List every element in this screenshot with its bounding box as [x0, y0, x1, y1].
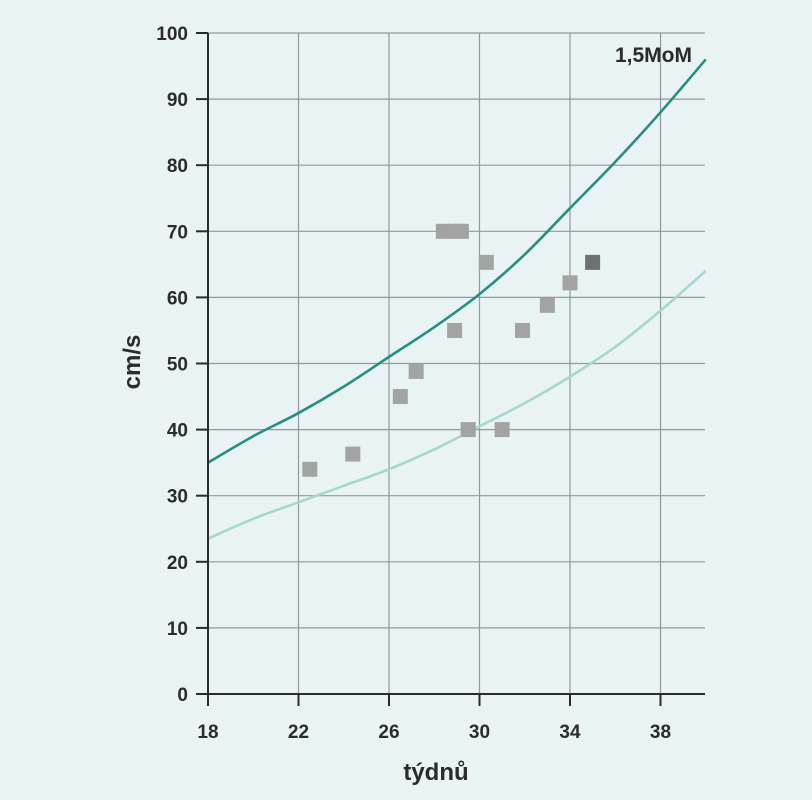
data-point [585, 254, 601, 270]
x-axis-title: týdnů [403, 759, 468, 786]
data-point [453, 223, 469, 239]
y-tick-label: 80 [167, 156, 188, 177]
x-tick-label: 30 [469, 722, 490, 743]
y-tick-label: 40 [167, 421, 188, 442]
x-tick-label: 38 [650, 722, 671, 743]
data-point [345, 446, 361, 462]
data-point [478, 254, 494, 270]
y-tick-label: 100 [156, 24, 188, 45]
y-tick-label: 20 [167, 553, 188, 574]
y-tick-labels: 0 10 20 30 40 50 60 70 80 90 100 [156, 24, 188, 706]
x-tick-label: 26 [378, 722, 399, 743]
data-point [435, 223, 451, 239]
data-point [447, 322, 463, 338]
data-point [494, 422, 510, 438]
data-point [408, 363, 424, 379]
data-point [562, 275, 578, 291]
reference-curve-2 [207, 269, 707, 540]
grid [207, 32, 705, 695]
x-tick-labels: 18 22 26 30 34 38 [197, 722, 671, 743]
y-tick-label: 50 [167, 355, 188, 376]
mom-annotation: 1,5MoM [615, 44, 692, 67]
y-tick-label: 70 [167, 222, 188, 243]
data-point [392, 389, 408, 405]
y-tick-label: 60 [167, 288, 188, 309]
x-tick-label: 22 [288, 722, 309, 743]
y-tick-label: 0 [177, 685, 188, 706]
x-tick-label: 18 [197, 722, 218, 743]
y-tick-label: 30 [167, 487, 188, 508]
data-points [302, 223, 601, 477]
data-point [539, 297, 555, 313]
y-tick-label: 10 [167, 619, 188, 640]
x-tick-label: 34 [559, 722, 581, 743]
y-tick-label: 90 [167, 90, 188, 111]
axes [196, 32, 705, 706]
y-axis-title: cm/s [119, 335, 146, 390]
data-point [302, 461, 318, 477]
reference-curves [207, 58, 707, 540]
data-point [514, 322, 530, 338]
data-point [460, 422, 476, 438]
reference-curve-1 [207, 58, 707, 464]
